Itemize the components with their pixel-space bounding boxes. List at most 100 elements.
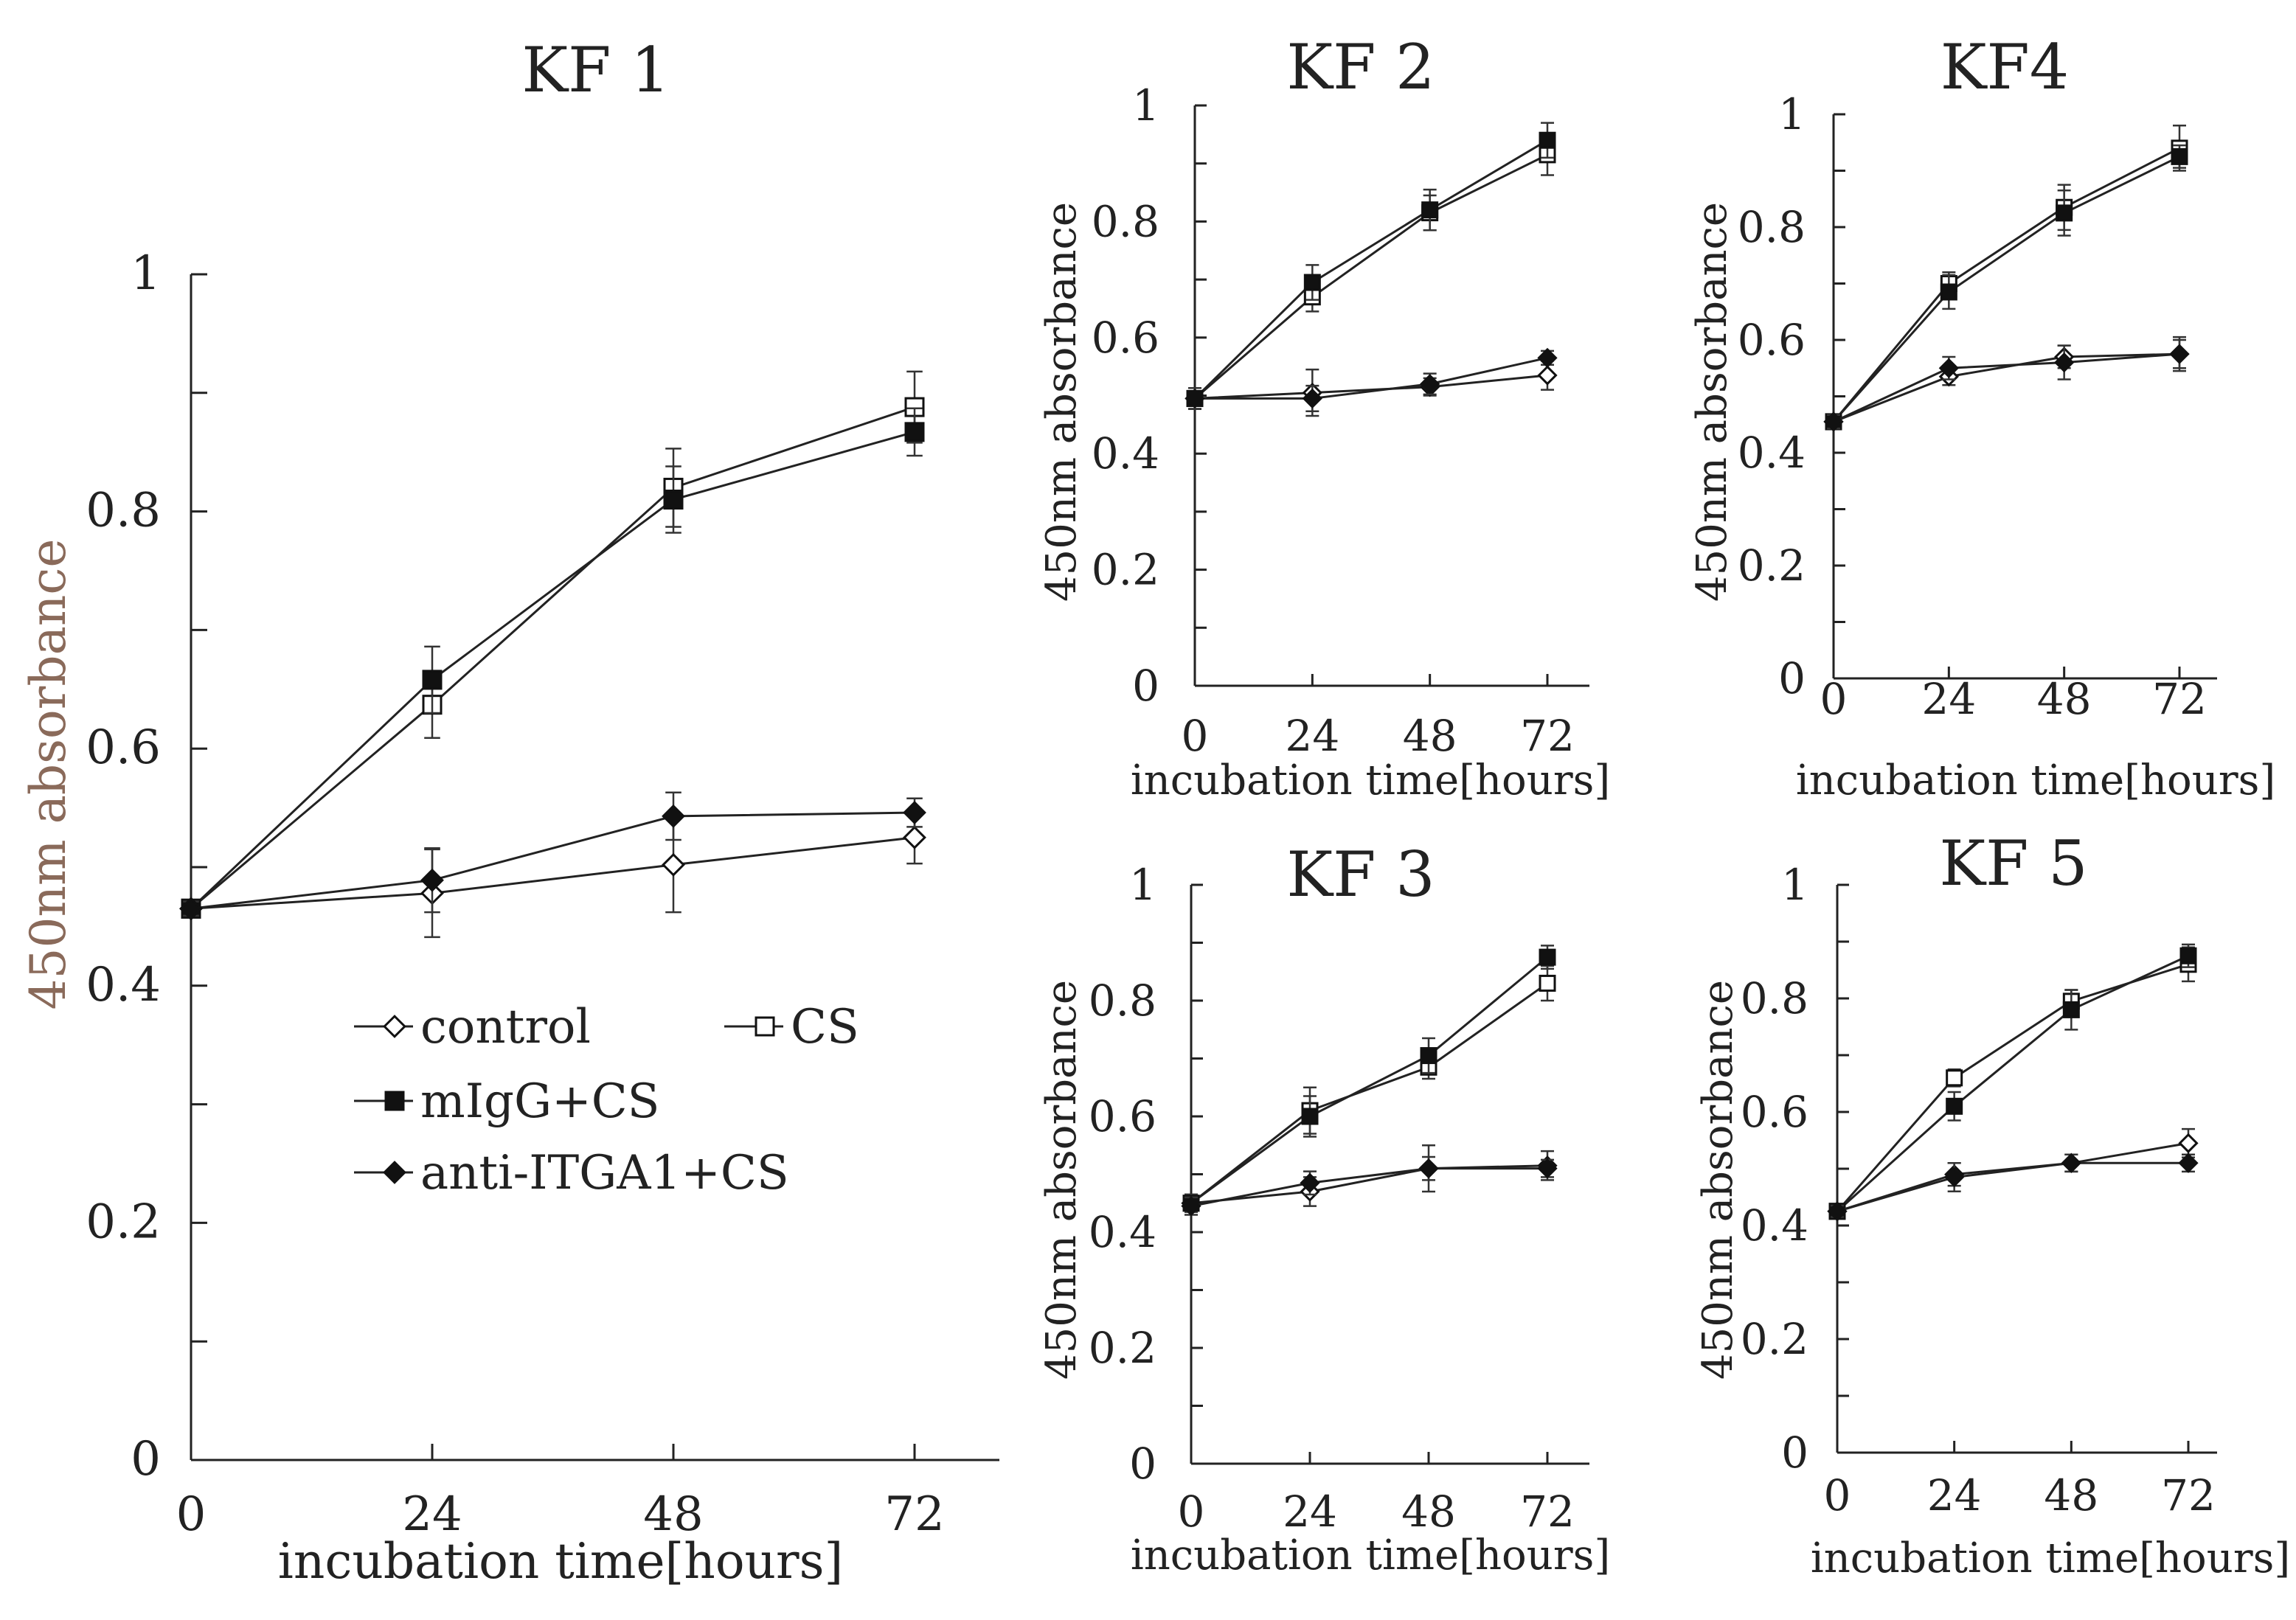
x-tick-label: 0 — [1178, 1487, 1205, 1537]
series-mIgG+CS — [1186, 122, 1556, 410]
x-tick-label: 24 — [1283, 1487, 1337, 1537]
y-tick-label: 0.4 — [1741, 1200, 1808, 1251]
y-tick-label: 0.8 — [1738, 202, 1806, 252]
data-point — [1420, 374, 1440, 394]
data-point — [1300, 1172, 1320, 1193]
y-tick-label: 1 — [1781, 860, 1808, 910]
data-point — [1539, 131, 1556, 149]
y-tick-label: 0 — [1778, 653, 1806, 703]
series-line — [190, 836, 915, 910]
legend-entry-anti-ITGA1+CS: anti-ITGA1+CS — [354, 1146, 789, 1200]
data-point — [1944, 1167, 1965, 1188]
data-point — [1185, 388, 1205, 409]
chart-title: KF 2 — [1286, 31, 1435, 103]
series-mIgG+CS — [181, 407, 925, 919]
data-point — [1181, 1196, 1201, 1217]
series-control — [1823, 336, 2190, 432]
y-tick-label: 0.8 — [86, 484, 161, 538]
data-point — [1539, 948, 1556, 966]
data-point — [2061, 1153, 2081, 1173]
chart-title: KF 3 — [1286, 838, 1435, 911]
x-tick-label: 0 — [176, 1487, 207, 1542]
series-line — [1833, 352, 2180, 423]
data-point — [1940, 283, 1957, 301]
series-line — [1190, 956, 1548, 1204]
data-point — [2054, 352, 2075, 373]
y-tick-label: 1 — [1129, 860, 1156, 910]
y-tick-label: 0.8 — [1089, 976, 1156, 1026]
y-tick-label: 0 — [1132, 661, 1159, 711]
data-point — [1421, 201, 1439, 219]
legend-marker — [383, 1161, 406, 1184]
x-tick-label: 48 — [1401, 1487, 1456, 1537]
series-line — [1836, 954, 2189, 1212]
legend-label: mIgG+CS — [420, 1074, 660, 1129]
chart-title: KF 1 — [521, 34, 670, 106]
series-line — [1193, 139, 1548, 400]
y-tick-label: 0.2 — [1741, 1314, 1808, 1364]
x-tick-label: 48 — [2037, 674, 2092, 724]
x-tick-label: 0 — [1182, 711, 1209, 761]
y-tick-label: 0.4 — [86, 958, 161, 1012]
series-mIgG+CS — [1825, 144, 2188, 431]
legend-entry-CS: CS — [724, 1000, 859, 1054]
legend-entry-mIgG+CS: mIgG+CS — [354, 1074, 660, 1129]
x-axis-label: incubation time[hours] — [1811, 1534, 2290, 1582]
series-control — [1827, 1127, 2199, 1222]
data-point — [1537, 347, 1558, 368]
y-tick-label: 0.6 — [86, 720, 161, 775]
y-tick-label: 0.4 — [1738, 428, 1806, 478]
x-axis-label: incubation time[hours] — [278, 1533, 843, 1590]
x-tick-label: 24 — [1921, 674, 1976, 724]
legend: control CS mIgG+CS anti-ITGA1+CS — [354, 1000, 859, 1200]
series-line — [1837, 1141, 2189, 1213]
y-axis-label: 450nm absorbance — [1688, 202, 1736, 602]
y-tick-label: 0.6 — [1738, 315, 1806, 365]
y-tick-label: 0.4 — [1092, 428, 1159, 479]
x-tick-label: 24 — [402, 1487, 462, 1542]
series-mIgG+CS — [1182, 945, 1556, 1213]
x-tick-label: 72 — [2161, 1470, 2216, 1520]
x-tick-label: 72 — [1520, 1487, 1575, 1537]
series-CS — [1825, 125, 2188, 431]
data-point — [2056, 204, 2073, 222]
y-tick-label: 0.2 — [1738, 540, 1806, 591]
series-line — [1195, 356, 1548, 400]
data-point — [1539, 974, 1556, 992]
data-point — [420, 868, 444, 892]
series-line — [1194, 374, 1548, 400]
series-line — [1836, 963, 2189, 1212]
series-line — [1190, 982, 1548, 1204]
y-tick-label: 1 — [1132, 80, 1159, 131]
series-line — [1194, 153, 1548, 400]
y-tick-label: 0.4 — [1089, 1207, 1156, 1257]
series-mIgG+CS — [1828, 943, 2197, 1220]
series-anti-ITGA1+CS — [1185, 347, 1558, 412]
chart-panel-3: KF4 0 0.2 0.4 0.6 0.8 1 0 24 48 72 incubation time[… — [1688, 31, 2275, 804]
data-point — [662, 804, 685, 828]
data-point — [2179, 947, 2197, 964]
x-tick-label: 0 — [1820, 674, 1848, 724]
y-tick-label: 0.2 — [1089, 1323, 1156, 1373]
legend-label: control — [420, 1000, 591, 1054]
y-tick-label: 0 — [1781, 1428, 1808, 1478]
y-tick-label: 0.6 — [1741, 1087, 1808, 1137]
data-point — [903, 801, 926, 824]
data-point — [1946, 1097, 1963, 1115]
y-tick-label: 0.6 — [1092, 313, 1159, 363]
data-point — [1301, 1108, 1319, 1125]
y-tick-label: 0.2 — [86, 1195, 161, 1249]
y-axis-label: 450nm absorbance — [1038, 202, 1086, 602]
data-point — [1827, 1201, 1848, 1222]
series-line — [190, 431, 915, 910]
legend-marker — [383, 1015, 406, 1038]
x-tick-label: 0 — [1824, 1470, 1851, 1520]
chart-panel-1: KF 1 0 0.2 0.4 0.6 0.8 1 0 24 48 72 incubation time… — [20, 34, 999, 1590]
legend-label: CS — [791, 1000, 859, 1054]
y-tick-label: 0.6 — [1089, 1091, 1156, 1141]
data-point — [2171, 147, 2188, 165]
series-CS — [1828, 946, 2197, 1220]
data-point — [663, 490, 684, 510]
y-axis-label: 450nm absorbance — [1038, 980, 1086, 1380]
